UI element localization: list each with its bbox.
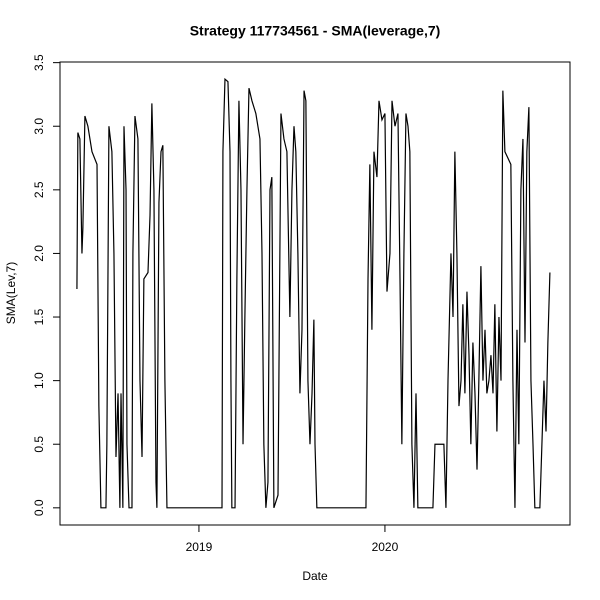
chart-title: Strategy 117734561 - SMA(leverage,7): [190, 23, 441, 39]
y-axis-label: SMA(Lev,7): [4, 262, 18, 324]
y-tick-label: 0.5: [32, 436, 46, 453]
data-line: [76, 77, 551, 509]
x-tick-label: 2019: [186, 540, 213, 554]
x-axis-label: Date: [302, 569, 328, 583]
y-tick-label: 1.0: [32, 372, 46, 389]
y-tick-label: 2.0: [32, 245, 46, 262]
y-tick-label: 2.5: [32, 181, 46, 198]
x-tick-label: 2020: [372, 540, 399, 554]
y-tick-label: 3.5: [32, 54, 46, 71]
y-tick-label: 1.5: [32, 308, 46, 325]
y-tick-label: 3.0: [32, 118, 46, 135]
y-tick-label: 0.0: [32, 499, 46, 516]
